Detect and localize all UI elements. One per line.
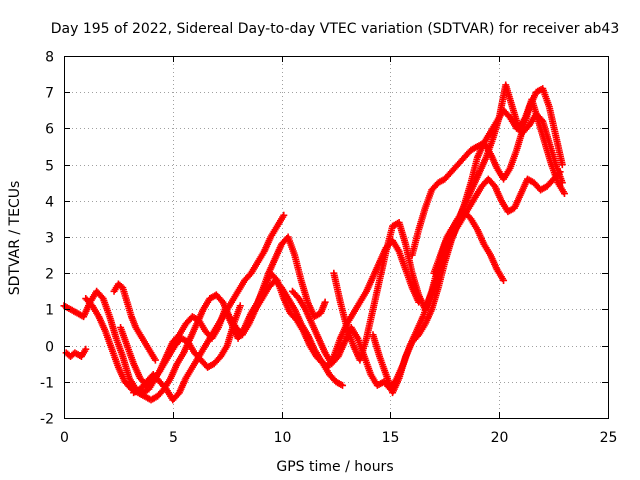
y-tick-label: 0 (45, 340, 54, 356)
x-tick-label: 5 (169, 430, 178, 446)
data-points (60, 81, 568, 404)
data-point (236, 302, 244, 310)
series-arc-4 (110, 280, 159, 364)
x-tick-label: 25 (600, 430, 618, 446)
series-arc-3 (82, 233, 329, 404)
series-arc-2 (62, 345, 90, 360)
series-arc-11 (408, 85, 566, 259)
chart-title: Day 195 of 2022, Sidereal Day-to-day VTE… (51, 21, 620, 37)
y-tick-label: 5 (45, 159, 54, 175)
y-tick-label: 1 (45, 303, 54, 319)
x-tick-label: 15 (382, 430, 400, 446)
y-tick-label: 3 (45, 231, 54, 247)
y-tick-label: -1 (40, 376, 54, 392)
x-tick-label: 20 (491, 430, 509, 446)
data-point (339, 381, 347, 389)
data-point (321, 298, 329, 306)
y-tick-label: 7 (45, 86, 54, 102)
data-point (560, 190, 568, 198)
x-tick-label: 0 (60, 430, 69, 446)
x-tick-label: 10 (274, 430, 292, 446)
data-point (82, 345, 90, 353)
series-arc-6 (130, 211, 288, 404)
data-point (280, 211, 288, 219)
series-arc-12 (430, 81, 568, 277)
y-tick-label: -2 (40, 412, 54, 428)
y-tick-label: 8 (45, 50, 54, 66)
axis-ticks: 0 5 10 15 20 25 -2 -1 0 1 2 3 4 5 6 7 8 (40, 50, 617, 447)
y-tick-label: 6 (45, 122, 54, 138)
y-tick-label: 4 (45, 195, 54, 211)
y-axis-label: SDTVAR / TECUs (7, 181, 23, 296)
x-axis-label: GPS time / hours (276, 459, 393, 475)
y-tick-label: 2 (45, 267, 54, 283)
data-point (151, 356, 159, 364)
data-point (558, 161, 566, 169)
data-point (500, 276, 508, 284)
